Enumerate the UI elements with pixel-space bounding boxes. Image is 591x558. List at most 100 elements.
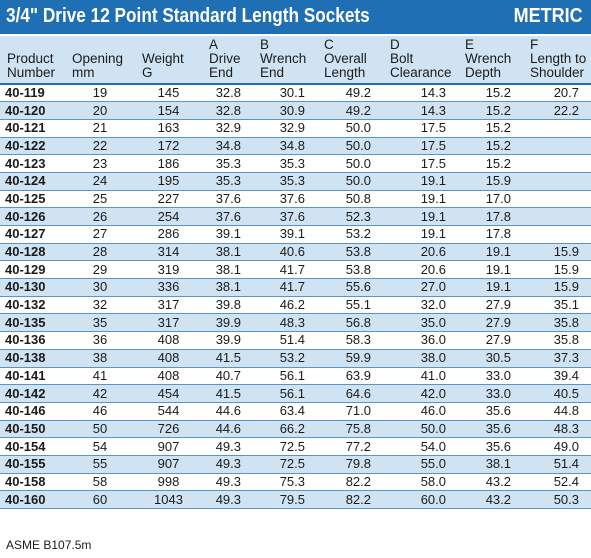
- table-cell: 15.9: [458, 172, 523, 191]
- table-cell: 408: [135, 367, 202, 386]
- table-cell: 46.2: [253, 296, 317, 315]
- table-cell: 22: [65, 137, 135, 156]
- table-cell: 36.0: [383, 331, 458, 350]
- product-number-cell: 40-120: [0, 101, 65, 120]
- table-cell: [523, 225, 591, 244]
- column-header-line: Length: [324, 65, 366, 80]
- table-cell: 1043: [135, 490, 202, 509]
- table-cell: 46: [65, 402, 135, 421]
- table-cell: 59.9: [317, 349, 383, 368]
- table-cell: 35.6: [458, 402, 523, 421]
- table-title: 3/4" Drive 12 Point Standard Length Sock…: [6, 5, 370, 27]
- column-header: Product Number: [0, 36, 65, 85]
- column-header: B Wrench End: [253, 36, 317, 85]
- table-cell: 35.0: [383, 313, 458, 333]
- table-cell: 42.0: [383, 384, 458, 403]
- table-cell: 41.5: [202, 384, 253, 403]
- column-header: E Wrench Depth: [458, 36, 523, 85]
- table-cell: 37.6: [202, 190, 253, 209]
- table-row: 40-160 60 1043 49.3 79.5 82.2 60.0 43.2 50.3: [0, 490, 591, 509]
- column-header-line: G: [142, 65, 153, 80]
- product-number-cell: 40-128: [0, 243, 65, 262]
- product-number-cell: 40-125: [0, 190, 65, 209]
- table-cell: 34.8: [202, 137, 253, 156]
- table-cell: 24: [65, 172, 135, 191]
- table-cell: 20.6: [383, 243, 458, 262]
- column-header-line: mm: [72, 65, 95, 80]
- table-cell: 40.7: [202, 367, 253, 386]
- table-cell: 53.2: [253, 349, 317, 368]
- table-row: 40-119 19 145 32.8 30.1 49.2 14.3 15.2 20.7: [0, 84, 591, 103]
- table-cell: 33.0: [458, 367, 523, 386]
- table-cell: 23: [65, 154, 135, 173]
- table-row: 40-130 30 336 38.1 41.7 55.6 27.0 19.1 15.9: [0, 278, 591, 297]
- column-header-line: Shoulder: [530, 65, 585, 80]
- product-number-cell: 40-130: [0, 278, 65, 297]
- table-cell: 21: [65, 119, 135, 138]
- table-cell: 75.3: [253, 473, 317, 492]
- table-cell: 544: [135, 402, 202, 421]
- table-cell: 39.1: [202, 225, 253, 244]
- table-cell: 41.7: [253, 260, 317, 280]
- table-cell: 27: [65, 225, 135, 244]
- product-number-cell: 40-138: [0, 349, 65, 368]
- table-cell: 79.8: [317, 455, 383, 474]
- table-cell: 336: [135, 278, 202, 297]
- table-cell: 82.2: [317, 490, 383, 509]
- table-cell: 32.8: [202, 101, 253, 120]
- table-cell: 44.8: [523, 402, 591, 421]
- table-row: 40-154 54 907 49.3 72.5 77.2 54.0 35.6 49.0: [0, 437, 591, 456]
- table-row: 40-138 38 408 41.5 53.2 59.9 38.0 30.5 37.3: [0, 349, 591, 368]
- product-number-cell: 40-122: [0, 137, 65, 156]
- table-cell: 54: [65, 437, 135, 456]
- table-row: 40-142 42 454 41.5 56.1 64.6 42.0 33.0 40.5: [0, 384, 591, 403]
- table-cell: 37.6: [202, 207, 253, 226]
- product-number-cell: 40-158: [0, 473, 65, 492]
- table-cell: 15.9: [523, 260, 591, 280]
- table-cell: 54.0: [383, 437, 458, 456]
- product-number-cell: 40-155: [0, 455, 65, 474]
- table-cell: 52.4: [523, 473, 591, 492]
- product-number-cell: 40-154: [0, 437, 65, 456]
- table-row: 40-127 27 286 39.1 39.1 53.2 19.1 17.8: [0, 225, 591, 244]
- table-cell: 35.8: [523, 313, 591, 333]
- table-cell: 34.8: [253, 137, 317, 156]
- table-cell: 15.2: [458, 137, 523, 156]
- table-row: 40-136 36 408 39.9 51.4 58.3 36.0 27.9 35.8: [0, 331, 591, 350]
- table-cell: 30: [65, 278, 135, 297]
- table-row: 40-120 20 154 32.8 30.9 49.2 14.3 15.2 22.2: [0, 101, 591, 120]
- table-cell: 56.1: [253, 367, 317, 386]
- table-cell: 26: [65, 207, 135, 226]
- table-row: 40-125 25 227 37.6 37.6 50.8 19.1 17.0: [0, 190, 591, 209]
- table-cell: 317: [135, 296, 202, 315]
- column-header-line: Opening: [72, 51, 124, 66]
- table-cell: 35.3: [253, 172, 317, 191]
- table-cell: 46.0: [383, 402, 458, 421]
- column-header-line: [7, 38, 65, 52]
- table-cell: 20.7: [523, 84, 591, 103]
- table-cell: 41.7: [253, 278, 317, 297]
- table-cell: 33.0: [458, 384, 523, 403]
- table-cell: 63.4: [253, 402, 317, 421]
- table-cell: 42: [65, 384, 135, 403]
- table-cell: 20: [65, 101, 135, 120]
- product-number-cell: 40-127: [0, 225, 65, 244]
- table-cell: 19.1: [383, 207, 458, 226]
- column-header-line: C: [324, 37, 334, 52]
- table-cell: 227: [135, 190, 202, 209]
- table-cell: 60: [65, 490, 135, 509]
- table-cell: 907: [135, 455, 202, 474]
- table-cell: 75.8: [317, 420, 383, 439]
- table-cell: 53.8: [317, 260, 383, 280]
- column-header-line: Wrench: [260, 51, 307, 66]
- table-cell: 50.0: [317, 154, 383, 173]
- table-cell: 19.1: [383, 172, 458, 191]
- table-cell: 19.1: [383, 225, 458, 244]
- table-cell: 50.0: [317, 137, 383, 156]
- product-number-cell: 40-136: [0, 331, 65, 350]
- table-cell: 145: [135, 84, 202, 103]
- table-cell: 55: [65, 455, 135, 474]
- table-cell: 38: [65, 349, 135, 368]
- table-cell: 71.0: [317, 402, 383, 421]
- column-header-line: E: [465, 37, 475, 52]
